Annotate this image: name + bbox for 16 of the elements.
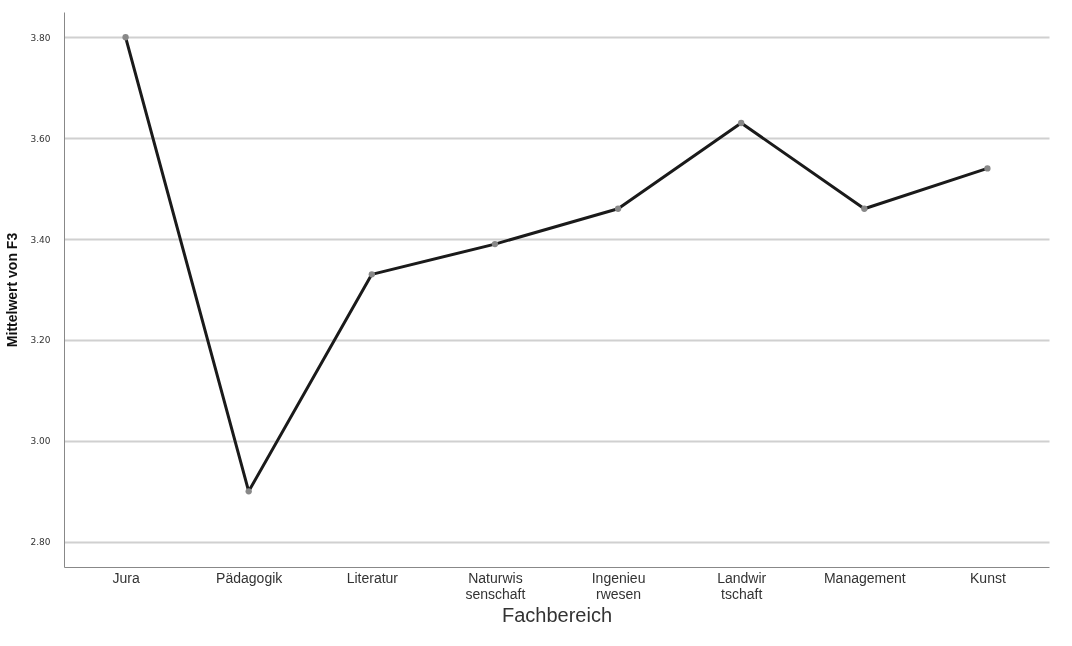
x-tick-label: Jura [112,569,140,586]
y-tick-label: 3.80 [30,32,51,43]
y-tick-label: 3.60 [30,133,51,144]
x-tick-label: Landwir tschaft [717,569,767,602]
x-tick-label: Management [823,569,906,586]
y-tick-label: 2.80 [30,537,51,548]
x-axis-title: Fachbereich [501,603,613,626]
x-tick-label: Naturwis senschaft [465,569,526,602]
y-axis-title: Mittelwert von F3 [4,232,21,348]
y-tick-label: 3.20 [30,335,51,346]
x-tick-label: Kunst [970,569,1006,586]
y-tick-label: 3.00 [30,436,51,447]
x-tick-label: Pädagogik [216,569,284,586]
x-tick-label: Ingenieu rwesen [591,569,646,602]
x-tick-label: Literatur [346,569,399,586]
y-tick-label: 3.40 [30,234,51,245]
